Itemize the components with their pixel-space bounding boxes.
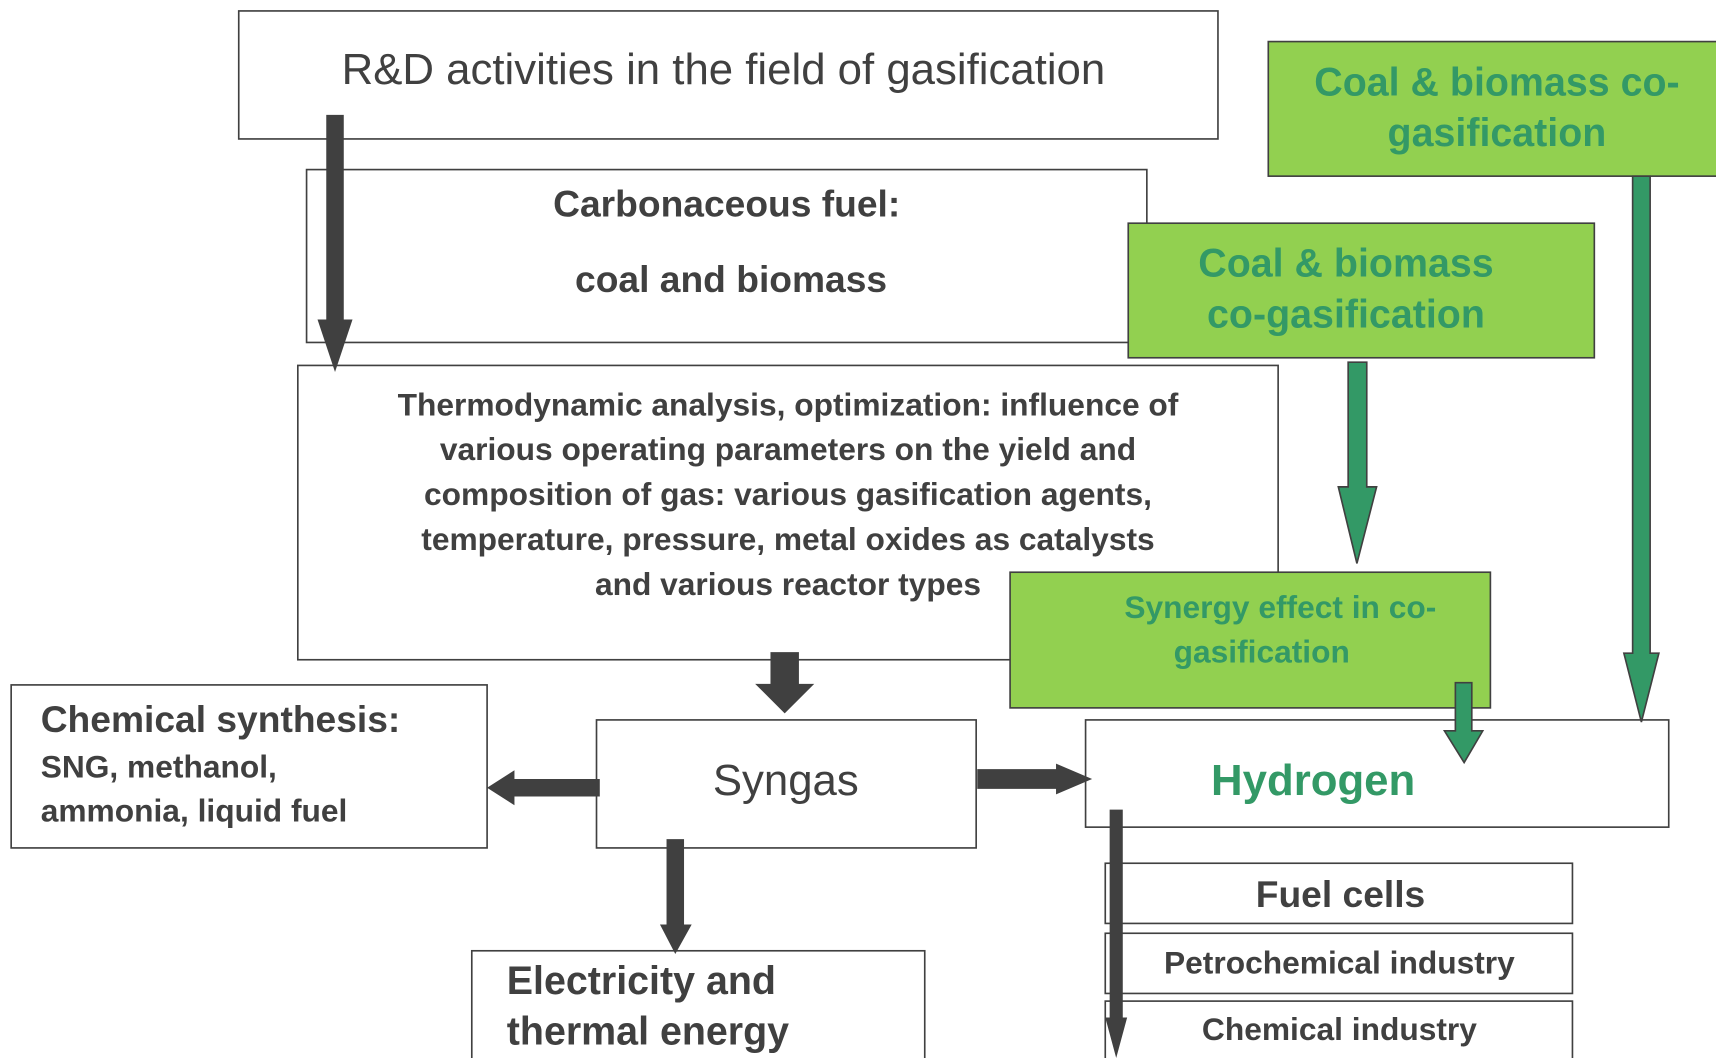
label: coal and biomass xyxy=(575,258,887,300)
label: Petrochemical industry xyxy=(1164,944,1515,980)
box xyxy=(1104,862,1574,925)
box xyxy=(10,684,488,849)
box xyxy=(470,949,926,1058)
box xyxy=(1009,571,1492,709)
label: Carbonaceous fuel: xyxy=(553,183,900,225)
box xyxy=(237,10,1219,140)
label: Coal & biomass co- xyxy=(1314,61,1679,105)
label: and various reactor types xyxy=(595,566,981,602)
label: gasification xyxy=(1388,111,1607,155)
arrow xyxy=(1442,681,1485,765)
label: Hydrogen xyxy=(1211,756,1415,805)
arrow xyxy=(659,839,692,955)
label: Chemical industry xyxy=(1202,1011,1477,1047)
box xyxy=(1104,932,1574,995)
label: Syngas xyxy=(713,756,859,805)
label: Thermodynamic analysis, optimization: in… xyxy=(398,386,1179,422)
label: Synergy effect in co- xyxy=(1124,589,1436,625)
label: SNG, methanol, xyxy=(41,749,277,785)
label: Coal & biomass xyxy=(1198,241,1493,285)
arrow xyxy=(755,652,815,714)
box xyxy=(1104,1000,1574,1058)
label: Electricity and xyxy=(507,959,776,1003)
label: various operating parameters on the yiel… xyxy=(440,431,1136,467)
label: co-gasification xyxy=(1207,293,1485,337)
box xyxy=(1084,719,1670,828)
arrow xyxy=(317,114,353,372)
box xyxy=(1127,222,1596,359)
label: R&D activities in the field of gasificat… xyxy=(342,45,1106,94)
label: thermal energy xyxy=(507,1009,789,1053)
arrow xyxy=(487,770,600,806)
arrow xyxy=(977,763,1093,795)
arrow xyxy=(1622,175,1660,723)
label: temperature, pressure, metal oxides as c… xyxy=(421,521,1154,557)
box xyxy=(595,719,977,849)
box xyxy=(305,168,1148,344)
arrow xyxy=(1105,809,1128,1058)
label: Chemical synthesis: xyxy=(41,698,401,740)
label: composition of gas: various gasification… xyxy=(424,476,1152,512)
box xyxy=(1267,40,1716,177)
arrow xyxy=(1337,361,1378,564)
label: gasification xyxy=(1174,634,1350,670)
label: Fuel cells xyxy=(1256,873,1425,915)
label: ammonia, liquid fuel xyxy=(41,792,348,828)
